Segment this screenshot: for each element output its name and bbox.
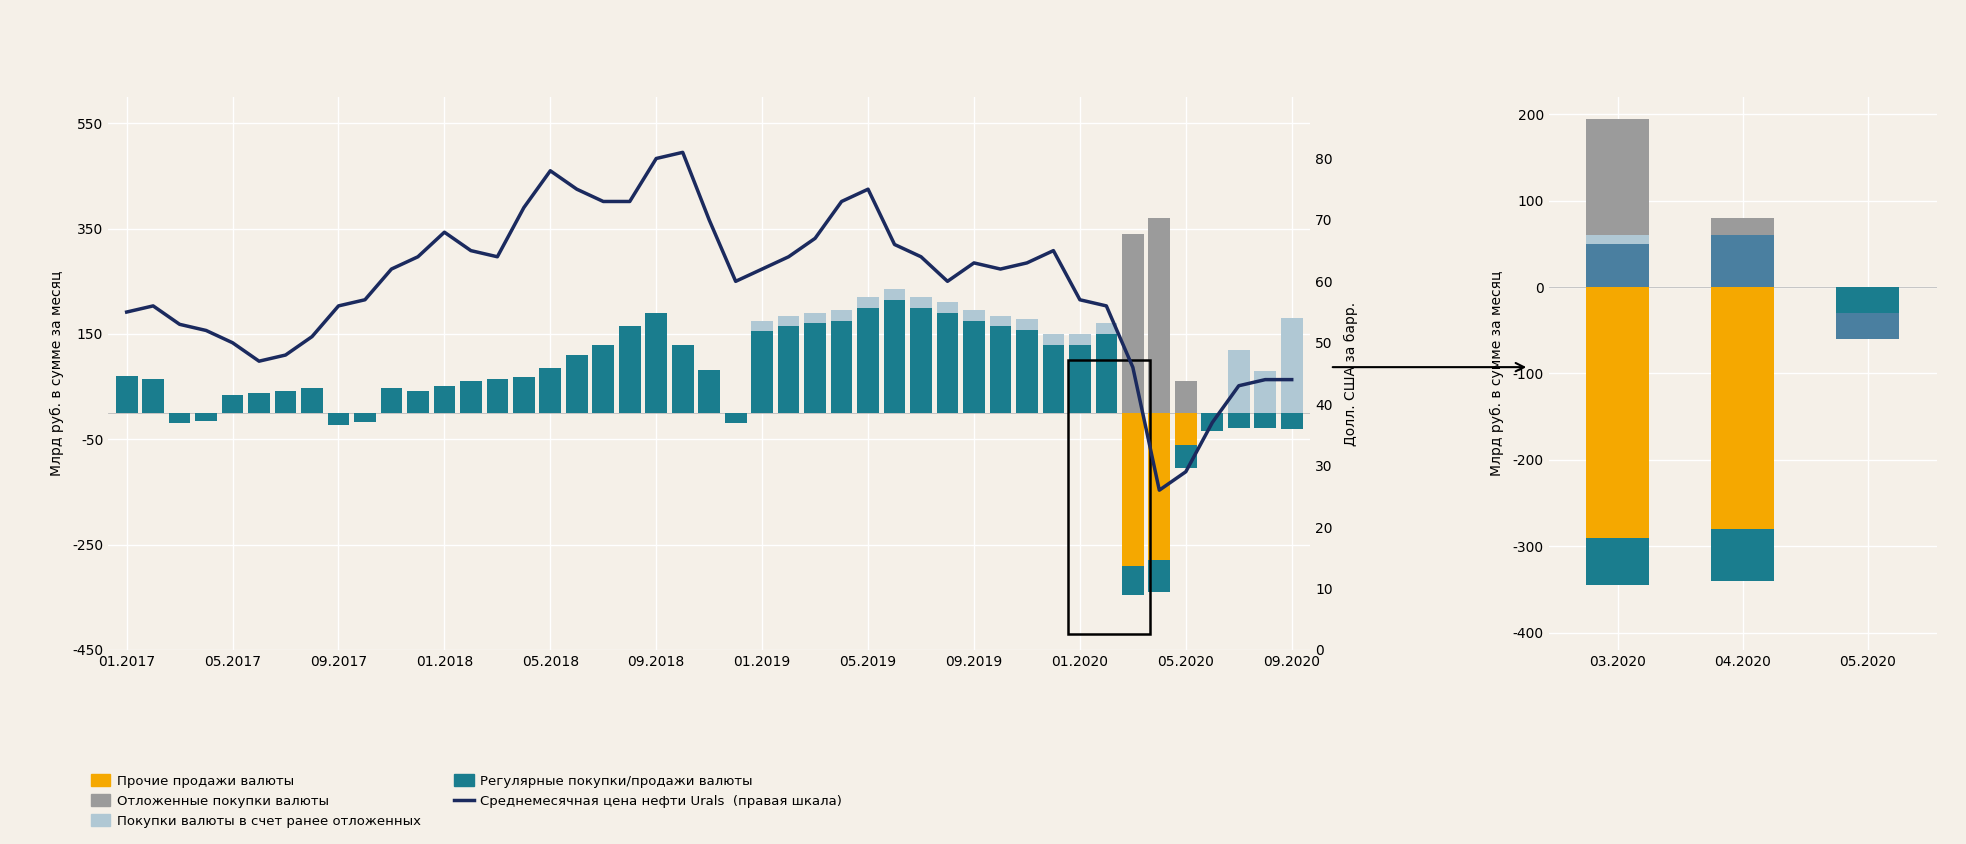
Bar (1836, 313, 1899, 339)
Bar (1095, 334, 1117, 413)
Bar (275, 391, 297, 413)
Bar (1254, 371, 1276, 413)
Bar (1229, 349, 1250, 413)
Bar (1710, 529, 1773, 581)
Bar (1016, 330, 1038, 413)
Bar (645, 313, 666, 413)
Bar (1095, 323, 1117, 334)
Bar (751, 321, 773, 332)
Bar (222, 394, 244, 413)
Bar (857, 297, 879, 308)
Bar (779, 326, 800, 413)
Bar (1587, 235, 1649, 244)
Bar (725, 413, 747, 424)
Bar (963, 311, 985, 321)
Bar (672, 344, 694, 413)
Bar (1587, 244, 1649, 287)
Bar (1176, 445, 1197, 468)
Bar (883, 289, 906, 300)
Bar (301, 387, 322, 413)
Bar (1176, 413, 1197, 445)
Bar (407, 391, 429, 413)
Bar (328, 413, 350, 425)
Bar (883, 300, 906, 413)
Bar (486, 379, 509, 413)
Bar (116, 376, 138, 413)
Bar (832, 321, 853, 413)
Bar (1587, 119, 1649, 235)
Bar (698, 370, 720, 413)
Bar (1229, 413, 1250, 428)
Bar (460, 381, 482, 413)
Bar (1254, 413, 1276, 428)
Bar (1042, 344, 1064, 413)
Bar (1042, 334, 1064, 344)
Bar (1148, 413, 1170, 560)
Bar (169, 413, 191, 424)
Bar (989, 326, 1011, 413)
Bar (1070, 334, 1091, 344)
Bar (1587, 538, 1649, 585)
Bar (1148, 218, 1170, 413)
Bar (1201, 413, 1223, 431)
Bar (1016, 319, 1038, 330)
Bar (142, 379, 163, 413)
Bar (1123, 565, 1144, 595)
Bar (989, 316, 1011, 326)
Bar (1176, 381, 1197, 413)
Bar (1710, 235, 1773, 287)
Bar (936, 302, 957, 313)
Bar (248, 393, 269, 413)
Bar (936, 313, 957, 413)
Bar (513, 377, 535, 413)
Bar (619, 326, 641, 413)
Bar (1587, 287, 1649, 538)
Y-axis label: Млрд руб. в сумме за месяц: Млрд руб. в сумме за месяц (1490, 271, 1504, 476)
Bar (1148, 560, 1170, 592)
Bar (779, 316, 800, 326)
Bar (1836, 287, 1899, 313)
Bar (1070, 344, 1091, 413)
Bar (804, 323, 826, 413)
Bar (1068, 360, 1150, 634)
Bar (539, 368, 560, 413)
Y-axis label: Млрд руб. в сумме за месяц: Млрд руб. в сумме за месяц (49, 271, 63, 476)
Legend: Прочие продажи валюты, Отложенные покупки валюты, Покупки валюты в счет ранее от: Прочие продажи валюты, Отложенные покупк… (85, 769, 847, 833)
Bar (857, 308, 879, 413)
Bar (751, 332, 773, 413)
Bar (381, 387, 403, 413)
Bar (1710, 218, 1773, 235)
Bar (804, 313, 826, 323)
Bar (195, 413, 216, 421)
Bar (566, 355, 588, 413)
Bar (1123, 413, 1144, 565)
Bar (1710, 287, 1773, 529)
Bar (910, 308, 932, 413)
Bar (354, 413, 376, 423)
Bar (434, 386, 456, 413)
Bar (832, 311, 853, 321)
Bar (1282, 413, 1303, 429)
Bar (592, 344, 613, 413)
Bar (1123, 234, 1144, 413)
Y-axis label: Долл. США за барр.: Долл. США за барр. (1345, 301, 1359, 446)
Bar (910, 297, 932, 308)
Bar (1282, 318, 1303, 413)
Bar (963, 321, 985, 413)
